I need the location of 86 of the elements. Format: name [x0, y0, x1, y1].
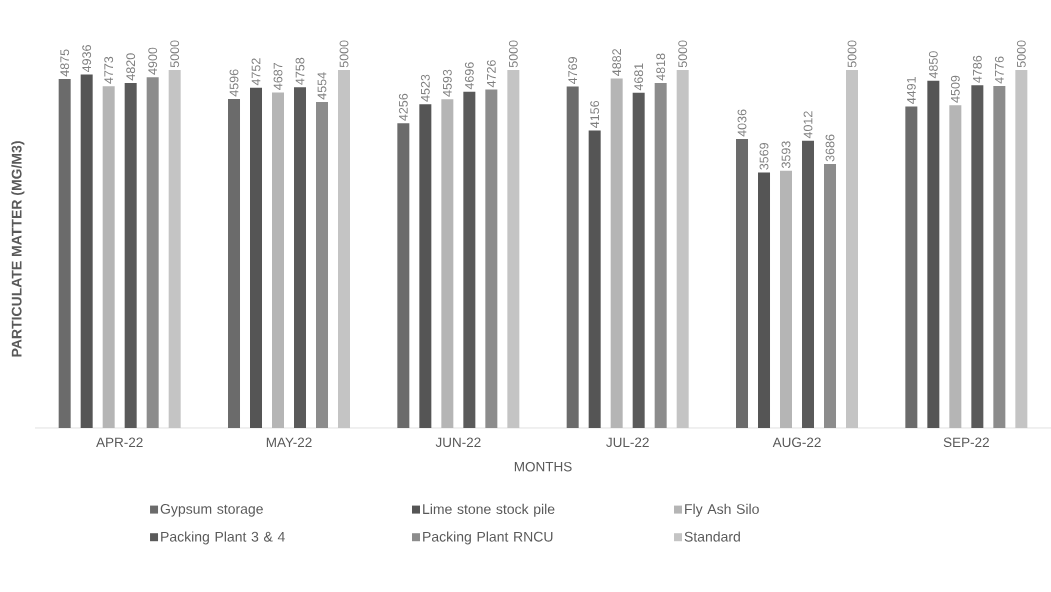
bar — [802, 140, 815, 428]
legend-label: Gypsum storage — [160, 503, 263, 517]
data-label: 4776 — [994, 56, 1004, 84]
data-label: 4758 — [295, 57, 305, 85]
bar — [397, 123, 410, 428]
data-label: 5000 — [678, 40, 688, 68]
data-label: 4818 — [656, 53, 666, 81]
data-label: 4491 — [906, 77, 916, 104]
data-label: 3686 — [825, 134, 835, 162]
x-axis-title: MONTHS — [514, 461, 572, 472]
data-label: 4687 — [273, 63, 283, 90]
data-label: 4875 — [60, 49, 70, 77]
legend-label: Lime stone stock pile — [423, 503, 555, 517]
data-label: 4882 — [612, 49, 622, 76]
bar — [316, 101, 329, 428]
bar — [463, 91, 476, 428]
bar — [824, 164, 837, 428]
bar — [507, 69, 520, 428]
bar — [441, 99, 454, 428]
data-label: 4752 — [251, 58, 261, 86]
x-tick-label: AUG-22 — [772, 437, 821, 448]
bar — [228, 98, 241, 428]
bar — [610, 78, 623, 428]
data-label: 3593 — [781, 141, 791, 169]
bar — [905, 106, 918, 428]
bar — [338, 69, 351, 428]
data-label: 4256 — [398, 93, 408, 121]
data-label: 4681 — [634, 63, 644, 91]
legend-label: Packing Plant RNCU — [423, 531, 553, 545]
data-label: 5000 — [847, 40, 857, 68]
bar — [80, 74, 93, 428]
data-label: 4726 — [486, 60, 496, 88]
bar — [971, 85, 984, 428]
bar — [654, 83, 667, 428]
bar — [124, 82, 137, 428]
bar — [485, 89, 498, 428]
bar — [272, 92, 285, 428]
x-tick-label: APR-22 — [96, 437, 143, 447]
data-label: 5000 — [1016, 40, 1026, 68]
bar — [949, 105, 962, 428]
bar — [419, 104, 432, 428]
legend-label: Packing Plant 3 & 4 — [161, 531, 285, 545]
data-label: 4900 — [148, 47, 158, 75]
bar — [736, 139, 749, 428]
x-tick-label: JUL-22 — [606, 437, 649, 448]
data-label: 5000 — [170, 40, 180, 68]
bar — [927, 80, 940, 428]
bar — [250, 87, 263, 428]
data-label: 5000 — [508, 40, 518, 68]
data-label: 4596 — [229, 69, 239, 97]
bar — [780, 170, 793, 428]
bar — [632, 92, 645, 428]
data-label: 4820 — [126, 53, 136, 81]
y-axis-title: PARTICULATE MATTER (MG/M3) — [11, 141, 25, 357]
data-label: 4036 — [737, 109, 747, 137]
data-label: 4786 — [972, 55, 982, 83]
x-tick-label: JUN-22 — [435, 437, 481, 448]
data-label: 5000 — [339, 40, 349, 68]
x-tick-label: SEP-22 — [943, 437, 989, 448]
data-label: 4773 — [104, 56, 114, 84]
bar — [1015, 69, 1028, 428]
bar — [294, 87, 307, 428]
bar — [588, 130, 601, 428]
bar — [146, 77, 159, 428]
data-label: 4696 — [464, 62, 474, 90]
legend-label: Fly Ash Silo — [685, 503, 759, 517]
legend-label: Standard — [684, 531, 740, 542]
bar — [758, 172, 771, 428]
bar — [846, 69, 859, 428]
data-label: 4509 — [950, 75, 960, 103]
data-label: 4593 — [442, 69, 452, 97]
data-label: 4769 — [568, 57, 578, 85]
data-label: 4936 — [82, 45, 92, 73]
data-label: 3569 — [759, 143, 769, 170]
bar — [993, 86, 1006, 428]
data-label: 4523 — [420, 74, 430, 102]
bar — [58, 78, 71, 428]
bar — [566, 86, 579, 428]
data-label: 4012 — [803, 111, 813, 139]
data-label: 4850 — [928, 51, 938, 79]
data-label: 4554 — [317, 72, 327, 100]
bar — [168, 69, 181, 428]
bar — [676, 69, 689, 428]
data-label: 4156 — [590, 100, 600, 128]
x-tick-label: MAY-22 — [266, 437, 312, 447]
bar — [102, 86, 115, 428]
